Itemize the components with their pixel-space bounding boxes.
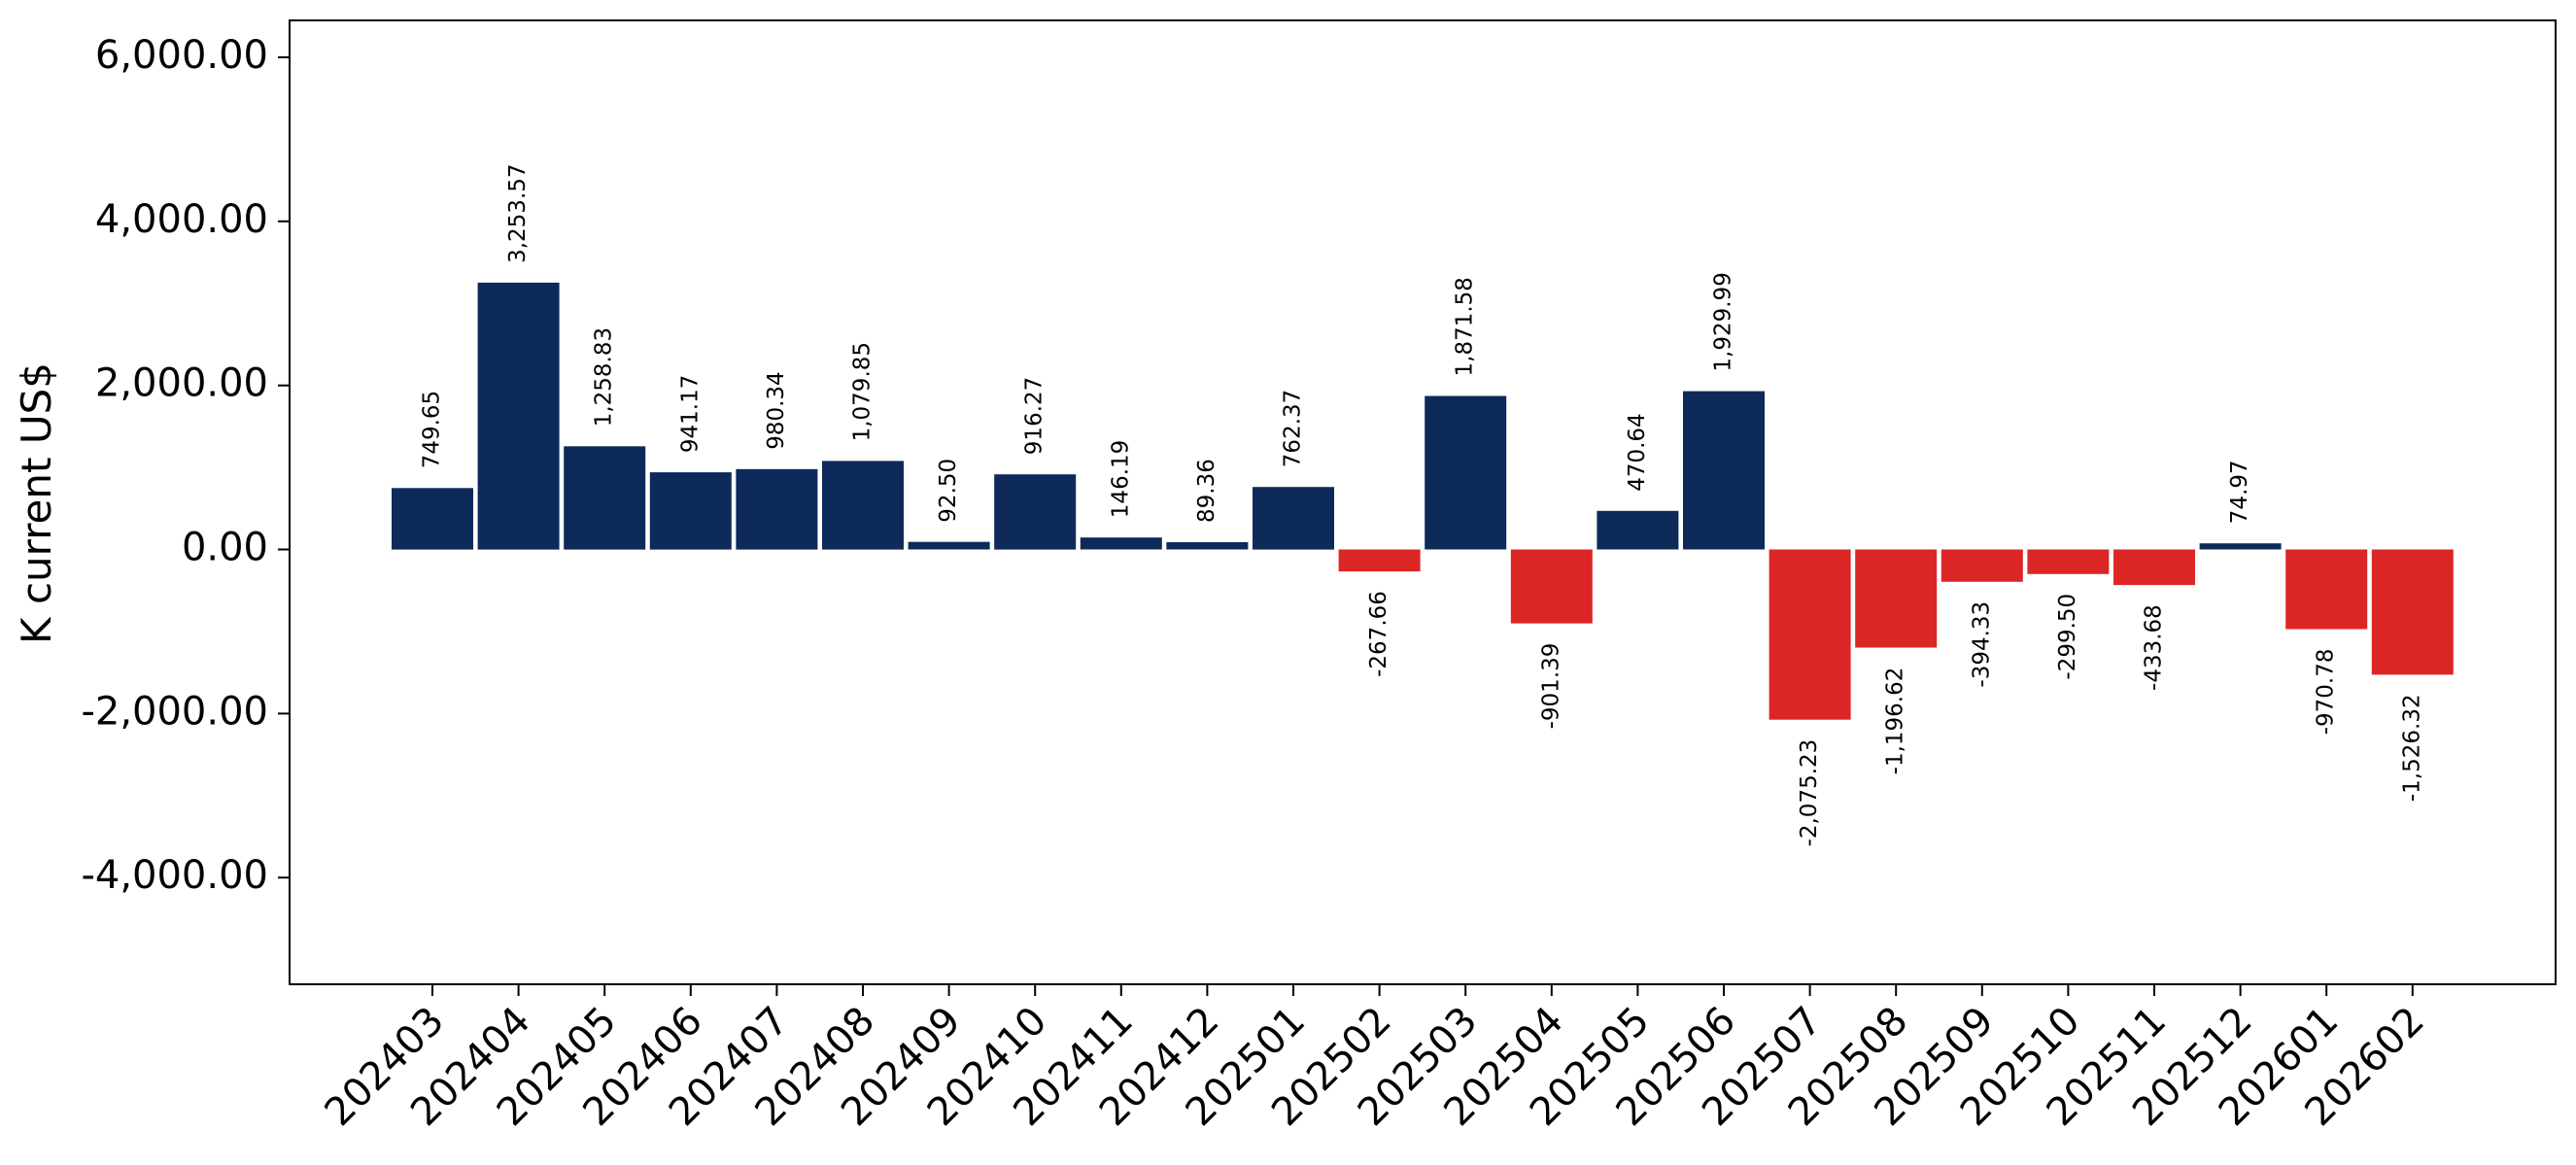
bar-value-label-202506: 1,929.99 bbox=[1711, 272, 1736, 371]
bar-202506 bbox=[1683, 391, 1765, 550]
y-tick-label: 0.00 bbox=[182, 526, 268, 570]
bar-202408 bbox=[822, 461, 904, 550]
bar-202404 bbox=[477, 282, 560, 550]
bar-value-label-202508: -1,196.62 bbox=[1883, 668, 1908, 775]
bars-group bbox=[392, 282, 2454, 720]
bar-value-label-202404: 3,253.57 bbox=[505, 163, 531, 262]
bar-value-label-202403: 749.65 bbox=[420, 391, 445, 468]
bar-202405 bbox=[564, 446, 646, 550]
bar-value-label-202501: 762.37 bbox=[1281, 390, 1306, 467]
bar-value-label-202504: -901.39 bbox=[1538, 643, 1563, 730]
bar-value-label-202410: 916.27 bbox=[1022, 377, 1048, 455]
bar-202412 bbox=[1166, 542, 1249, 550]
bar-value-label-202408: 1,079.85 bbox=[850, 342, 876, 441]
bar-value-label-202411: 146.19 bbox=[1108, 440, 1133, 518]
bar-202501 bbox=[1253, 487, 1334, 550]
plot-frame bbox=[289, 19, 2557, 985]
bar-value-label-202407: 980.34 bbox=[764, 371, 789, 449]
y-tick-label: -4,000.00 bbox=[81, 853, 268, 898]
bar-202406 bbox=[649, 472, 732, 550]
bar-value-label-202406: 941.17 bbox=[677, 375, 703, 453]
bar-202409 bbox=[908, 541, 990, 550]
bar-value-label-202505: 470.64 bbox=[1625, 413, 1650, 491]
bar-202411 bbox=[1080, 537, 1162, 550]
y-tick-label: -2,000.00 bbox=[81, 689, 268, 734]
bar-202502 bbox=[1338, 549, 1421, 572]
y-axis: -4,000.00 -2,000.00 0.00 2,000.00 4,000.00 6,… bbox=[81, 33, 290, 898]
data-labels-group: 749.65 3,253.57 1,258.83 941.17 980.34 1,079.… bbox=[420, 163, 2425, 846]
bar-value-label-202602: -1,526.32 bbox=[2399, 694, 2424, 802]
bar-value-label-202503: 1,871.58 bbox=[1453, 277, 1478, 376]
y-tick-label: 6,000.00 bbox=[95, 33, 268, 78]
bar-202508 bbox=[1855, 549, 1938, 648]
bar-202503 bbox=[1425, 395, 1507, 550]
bar-202504 bbox=[1510, 549, 1593, 624]
bar-value-label-202409: 92.50 bbox=[936, 459, 961, 523]
bar-202410 bbox=[994, 474, 1077, 550]
bar-202601 bbox=[2285, 549, 2368, 630]
bar-value-label-202509: -394.33 bbox=[1969, 601, 1994, 688]
y-tick-label: 2,000.00 bbox=[95, 361, 268, 406]
bar-202510 bbox=[2027, 549, 2110, 574]
bar-value-label-202512: 74.97 bbox=[2227, 460, 2252, 524]
bar-value-label-202405: 1,258.83 bbox=[592, 327, 617, 427]
bar-value-label-202510: -299.50 bbox=[2055, 594, 2080, 680]
bar-202509 bbox=[1941, 549, 2023, 582]
bar-value-label-202511: -433.68 bbox=[2142, 604, 2167, 691]
bar-202407 bbox=[736, 468, 818, 550]
bar-value-label-202502: -267.66 bbox=[1366, 591, 1391, 677]
bar-202403 bbox=[392, 488, 473, 550]
bar-202512 bbox=[2199, 543, 2282, 550]
y-tick-label: 4,000.00 bbox=[95, 197, 268, 242]
bar-202602 bbox=[2371, 549, 2454, 675]
bar-value-label-202412: 89.36 bbox=[1194, 459, 1219, 523]
bar-202507 bbox=[1769, 549, 1851, 720]
bar-value-label-202601: -970.78 bbox=[2314, 649, 2339, 736]
bar-value-label-202507: -2,075.23 bbox=[1797, 739, 1822, 847]
y-axis-title: K current US$ bbox=[13, 362, 60, 644]
bar-202511 bbox=[2113, 549, 2195, 586]
bar-202505 bbox=[1597, 510, 1679, 550]
